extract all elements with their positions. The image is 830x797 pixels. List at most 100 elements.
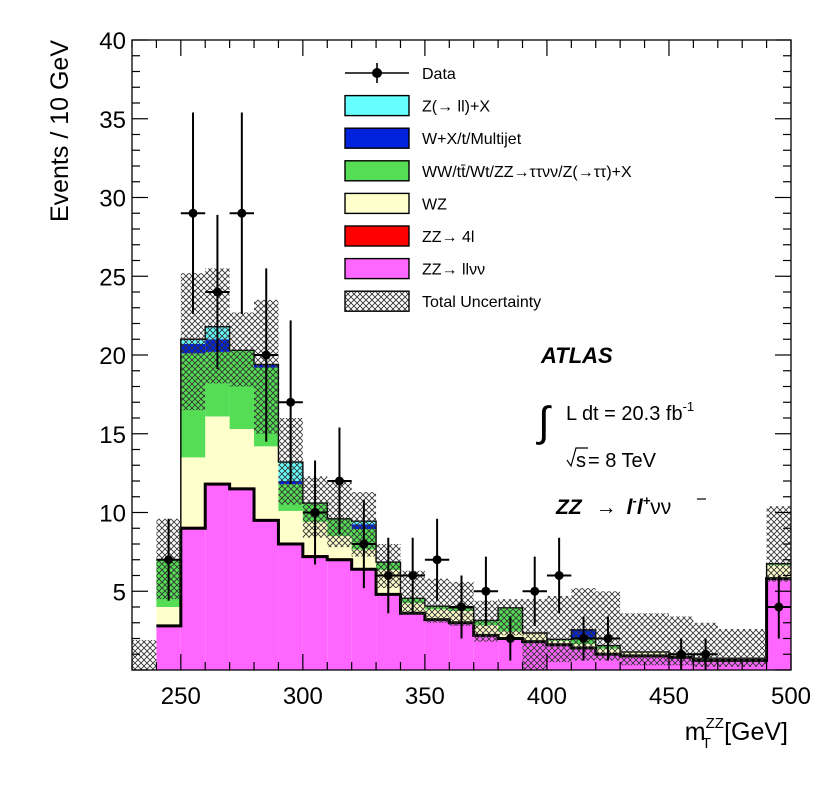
- legend-label-5: ZZ→ 4l: [422, 229, 474, 246]
- uncertainty-bin-0: [132, 640, 157, 670]
- legend-label-3: WW/tt̄/Wt/ZZ→ττνν/Z(→ττ)+X: [422, 164, 632, 181]
- data-point-11: [432, 555, 442, 565]
- x-axis-label: mZZ T [GeV]: [685, 715, 788, 752]
- bar-0-6: [302, 556, 328, 670]
- x-tick-label-450: 450: [649, 683, 689, 710]
- legend-swatch-1: [344, 94, 410, 117]
- x-tick-label-250: 250: [161, 683, 201, 710]
- energy-value: = 8 TeV: [588, 450, 657, 472]
- process-neutrinos: νν: [650, 496, 671, 519]
- integral-sign: ∫: [536, 398, 552, 445]
- legend-entry-6: ZZ→ llνν: [344, 257, 485, 280]
- luminosity-label: L dt = 20.3 fb-1: [566, 399, 694, 425]
- process-lepton2: l: [637, 496, 644, 519]
- data-point-group-6: [302, 460, 328, 565]
- data-point-group-12: [449, 575, 474, 639]
- data-point-group-18: [595, 616, 621, 661]
- y-tick-label-15: 15: [99, 422, 126, 449]
- bar-2-4: [254, 446, 279, 519]
- data-point-14: [505, 634, 515, 643]
- legend-label-1: Z(→ ll)+X: [422, 99, 490, 116]
- legend-swatch-3: [344, 160, 410, 182]
- process-lepton2-charge: +: [643, 493, 651, 508]
- data-point-6: [310, 508, 320, 517]
- process-label: ZZ → l-l+νν: [555, 493, 671, 519]
- y-tick-label-40: 40: [99, 28, 126, 55]
- uncertainty-bin-4: [229, 312, 255, 387]
- legend-swatch-5: [344, 225, 410, 247]
- data-point-group-15: [522, 556, 547, 626]
- legend-entry-4: WZ: [344, 192, 447, 215]
- x-axis-label-sub: T: [702, 735, 711, 752]
- data-point-0: [164, 555, 174, 565]
- data-point-15: [530, 586, 540, 596]
- legend-entry-3: WW/tt̄/Wt/ZZ→ττνν/Z(→ττ)+X: [344, 160, 632, 182]
- data-point-2: [212, 287, 222, 297]
- process-lepton1: l: [627, 496, 634, 519]
- x-tick-label-350: 350: [405, 683, 445, 710]
- legend-entry-0: Data: [345, 63, 456, 83]
- data-point-group-21: [766, 575, 791, 639]
- y-tick-label-35: 35: [99, 107, 126, 134]
- data-point-8: [359, 539, 369, 549]
- data-point-10: [408, 571, 418, 580]
- data-point-1: [188, 208, 198, 218]
- legend-entry-1: Z(→ ll)+X: [344, 94, 490, 117]
- data-point-18: [603, 634, 613, 643]
- process-lepton1-charge: -: [633, 493, 637, 508]
- bar-2-5: [278, 510, 303, 543]
- data-point-group-20: [693, 638, 718, 670]
- x-tick-label-500: 500: [771, 683, 811, 710]
- bar-0-0: [156, 625, 181, 670]
- luminosity-exponent: -1: [683, 399, 695, 414]
- data-point-19: [676, 649, 686, 659]
- legend-data-marker: [372, 68, 382, 78]
- y-tick-label-30: 30: [99, 186, 126, 213]
- y-axis-ticks: 5 10 15 20 25 30 35 40: [99, 28, 791, 671]
- data-points: [156, 112, 791, 670]
- data-point-17: [579, 634, 589, 643]
- data-point-group-16: [546, 537, 572, 614]
- data-point-group-4: [254, 268, 279, 442]
- sqrt-sign: [566, 447, 588, 468]
- atlas-label: ATLAS: [540, 343, 613, 368]
- legend-entry-7: Total Uncertainty: [344, 290, 541, 312]
- y-tick-label-10: 10: [99, 501, 126, 528]
- data-point-3: [237, 208, 247, 218]
- uncertainty-bin-21: [644, 613, 669, 666]
- data-point-16: [554, 571, 564, 580]
- data-point-group-1: [180, 112, 206, 315]
- data-point-4: [261, 350, 271, 360]
- energy-label: s = 8 TeV: [566, 447, 657, 472]
- bar-2-0: [156, 607, 181, 626]
- process-arrow: →: [596, 496, 617, 519]
- bar-2-3: [229, 429, 255, 488]
- data-point-7: [334, 476, 344, 486]
- energy-root: s: [576, 450, 586, 472]
- uncertainty-bin-25: [742, 629, 767, 667]
- data-point-group-10: [400, 537, 425, 614]
- data-point-group-17: [571, 616, 596, 661]
- luminosity-text: L dt = 20.3 fb: [566, 403, 683, 425]
- bar-0-4: [254, 520, 279, 670]
- legend-entry-5: ZZ→ 4l: [344, 225, 474, 247]
- y-axis-label: Events / 10 GeV: [46, 40, 74, 222]
- x-axis-ticks: 250 300 350 400 450 500: [131, 40, 811, 710]
- x-axis-label-main: m: [685, 718, 706, 746]
- uncertainty-bin-20: [620, 613, 645, 666]
- bar-0-3: [229, 488, 255, 670]
- data-point-5: [286, 397, 296, 407]
- legend-label-7: Total Uncertainty: [422, 294, 541, 311]
- data-point-group-7: [327, 427, 352, 535]
- legend-entry-2: W+X/t/Multijet: [344, 127, 522, 149]
- legend-swatch-6: [344, 257, 410, 280]
- x-axis-label-sup: ZZ: [706, 715, 724, 732]
- legend-label-0: Data: [422, 66, 456, 83]
- bar-0-5: [278, 544, 303, 670]
- data-point-21: [774, 602, 784, 612]
- data-point-group-8: [351, 499, 377, 589]
- legend-label-6: ZZ→ llνν: [422, 262, 485, 279]
- data-point-group-2: [205, 214, 230, 370]
- bar-2-1: [180, 457, 206, 527]
